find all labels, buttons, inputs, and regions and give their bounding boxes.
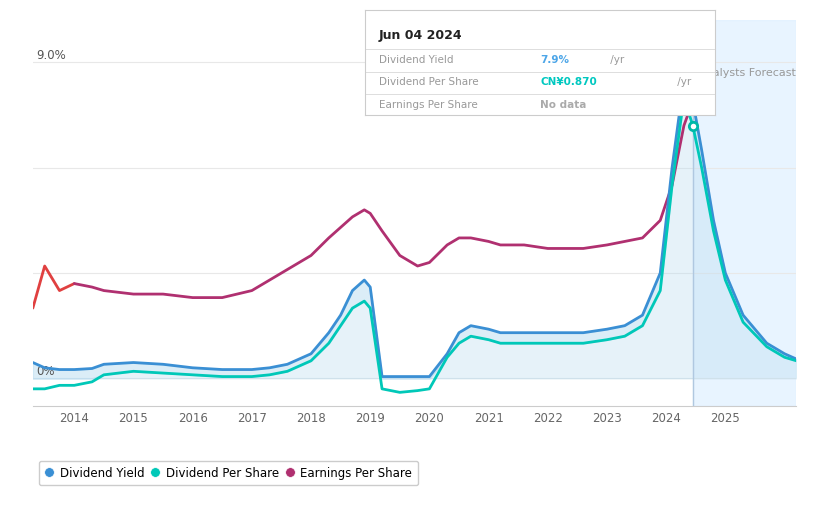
Text: CN¥0.870: CN¥0.870: [540, 77, 597, 87]
Bar: [693, 20, 796, 406]
Text: /yr: /yr: [674, 77, 691, 87]
Text: Jun 04 2024: Jun 04 2024: [379, 29, 462, 42]
Text: /yr: /yr: [608, 55, 625, 66]
Text: Earnings Per Share: Earnings Per Share: [379, 100, 478, 110]
Text: 7.9%: 7.9%: [540, 55, 569, 66]
Legend: Dividend Yield, Dividend Per Share, Earnings Per Share: Dividend Yield, Dividend Per Share, Earn…: [39, 461, 418, 486]
Text: 9.0%: 9.0%: [36, 49, 66, 62]
Text: Dividend Per Share: Dividend Per Share: [379, 77, 479, 87]
Text: No data: No data: [540, 100, 586, 110]
Text: Analysts Forecast: Analysts Forecast: [698, 68, 796, 78]
Text: Dividend Yield: Dividend Yield: [379, 55, 453, 66]
Text: 0%: 0%: [36, 365, 54, 378]
Text: Past: Past: [667, 68, 690, 78]
